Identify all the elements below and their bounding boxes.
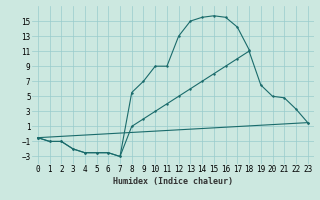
X-axis label: Humidex (Indice chaleur): Humidex (Indice chaleur) <box>113 177 233 186</box>
